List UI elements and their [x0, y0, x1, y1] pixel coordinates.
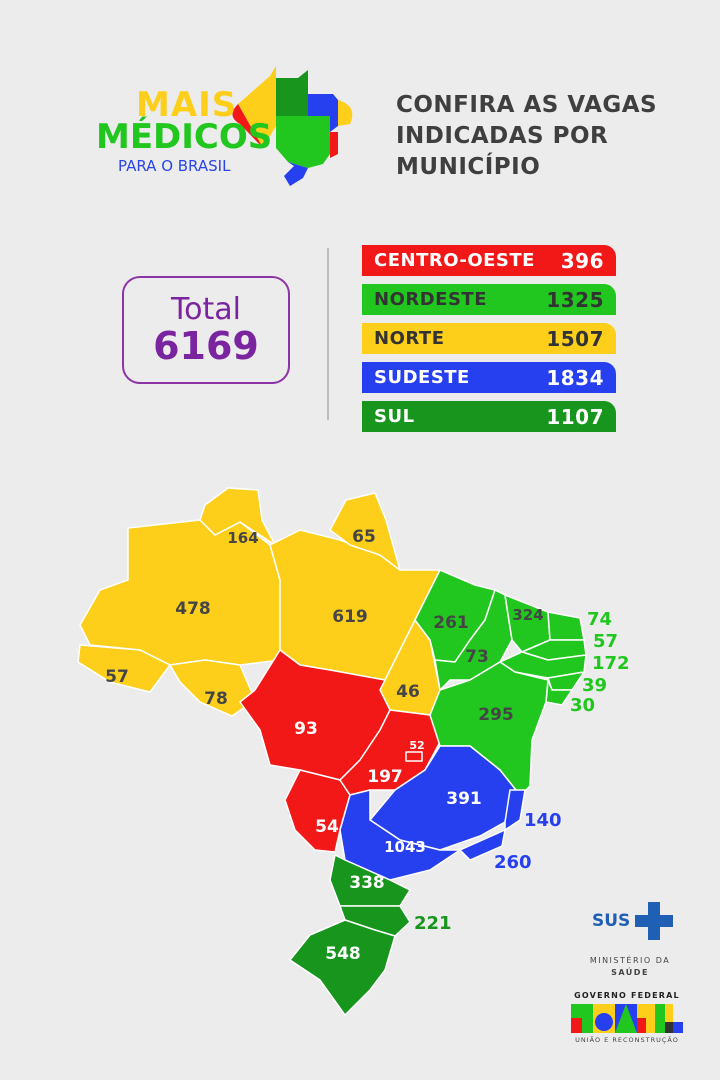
divider [327, 248, 329, 420]
label-pb: 57 [593, 631, 619, 652]
state-ms [284, 769, 351, 853]
state-rn [547, 611, 585, 641]
label-ac: 57 [105, 667, 129, 687]
label-to: 46 [396, 682, 420, 702]
brazil-logo-icon [232, 66, 353, 186]
region-sudeste: SUDESTE 1834 [362, 362, 616, 393]
brasil-logo [571, 1004, 683, 1033]
region-value: 1107 [546, 404, 604, 429]
slogan: UNIÃO E RECONSTRUÇÃO [575, 1036, 679, 1044]
label-rn: 74 [587, 609, 613, 630]
label-ma: 261 [433, 613, 469, 633]
gov-label: GOVERNO FEDERAL [574, 991, 680, 1000]
logo-mais: MAIS [136, 85, 238, 125]
state-sp [339, 789, 461, 881]
label-pa: 619 [332, 607, 368, 627]
total-box: Total 6169 [122, 276, 290, 384]
label-go: 197 [367, 767, 403, 787]
label-mg: 391 [446, 789, 482, 809]
state-df [405, 751, 423, 762]
label-rs: 548 [325, 944, 361, 964]
label-se: 30 [570, 695, 596, 716]
state-ac [77, 644, 171, 693]
region-name: NORDESTE [374, 289, 488, 310]
ministry-line1: MINISTÉRIO DA [589, 956, 671, 965]
label-pe: 172 [592, 653, 630, 674]
state-es [504, 789, 526, 831]
region-name: SUL [374, 406, 415, 427]
label-pr: 338 [349, 873, 385, 893]
region-name: SUDESTE [374, 367, 470, 388]
sus-text: SUS [592, 911, 631, 931]
sus-logo: SUS [592, 902, 674, 940]
label-mt: 93 [294, 719, 318, 739]
region-nordeste: NORDESTE 1325 [362, 284, 616, 315]
label-ms: 54 [315, 817, 339, 837]
label-ba: 295 [478, 705, 514, 725]
region-value: 1507 [546, 326, 604, 351]
region-value: 1834 [546, 365, 604, 390]
label-am: 478 [175, 599, 211, 619]
label-pi: 73 [465, 647, 489, 667]
state-ap [329, 492, 401, 571]
state-rs [289, 919, 396, 1016]
region-name: NORTE [374, 328, 445, 349]
ministry-logo: MINISTÉRIO DA SAÚDE [580, 955, 680, 979]
region-sul: SUL 1107 [362, 401, 616, 432]
ministry-line2: SAÚDE [611, 968, 649, 977]
region-value: 396 [560, 248, 604, 273]
label-ro: 78 [204, 689, 228, 709]
label-es: 140 [524, 810, 562, 831]
label-df: 52 [409, 739, 424, 752]
label-al: 39 [582, 675, 608, 696]
label-ap: 65 [352, 527, 376, 547]
label-rr: 164 [227, 529, 258, 547]
region-centro-oeste: CENTRO-OESTE 396 [362, 245, 616, 276]
headline: CONFIRA AS VAGAS INDICADAS POR MUNICÍPIO [396, 92, 658, 180]
state-mg [369, 745, 517, 851]
state-rj [459, 829, 506, 861]
label-sp: 1043 [384, 838, 426, 856]
label-rj: 260 [494, 852, 532, 873]
total-value: 6169 [153, 324, 259, 368]
total-label: Total [170, 292, 242, 327]
region-value: 1325 [546, 287, 604, 312]
label-sc: 221 [414, 913, 452, 934]
sus-cross-icon [635, 902, 674, 940]
state-pr [329, 854, 411, 907]
logo-medicos: MÉDICOS [96, 117, 273, 157]
region-norte: NORTE 1507 [362, 323, 616, 354]
logo-subtitle: PARA O BRASIL [118, 157, 231, 175]
region-name: CENTRO-OESTE [374, 250, 535, 271]
label-ce: 324 [512, 606, 543, 624]
